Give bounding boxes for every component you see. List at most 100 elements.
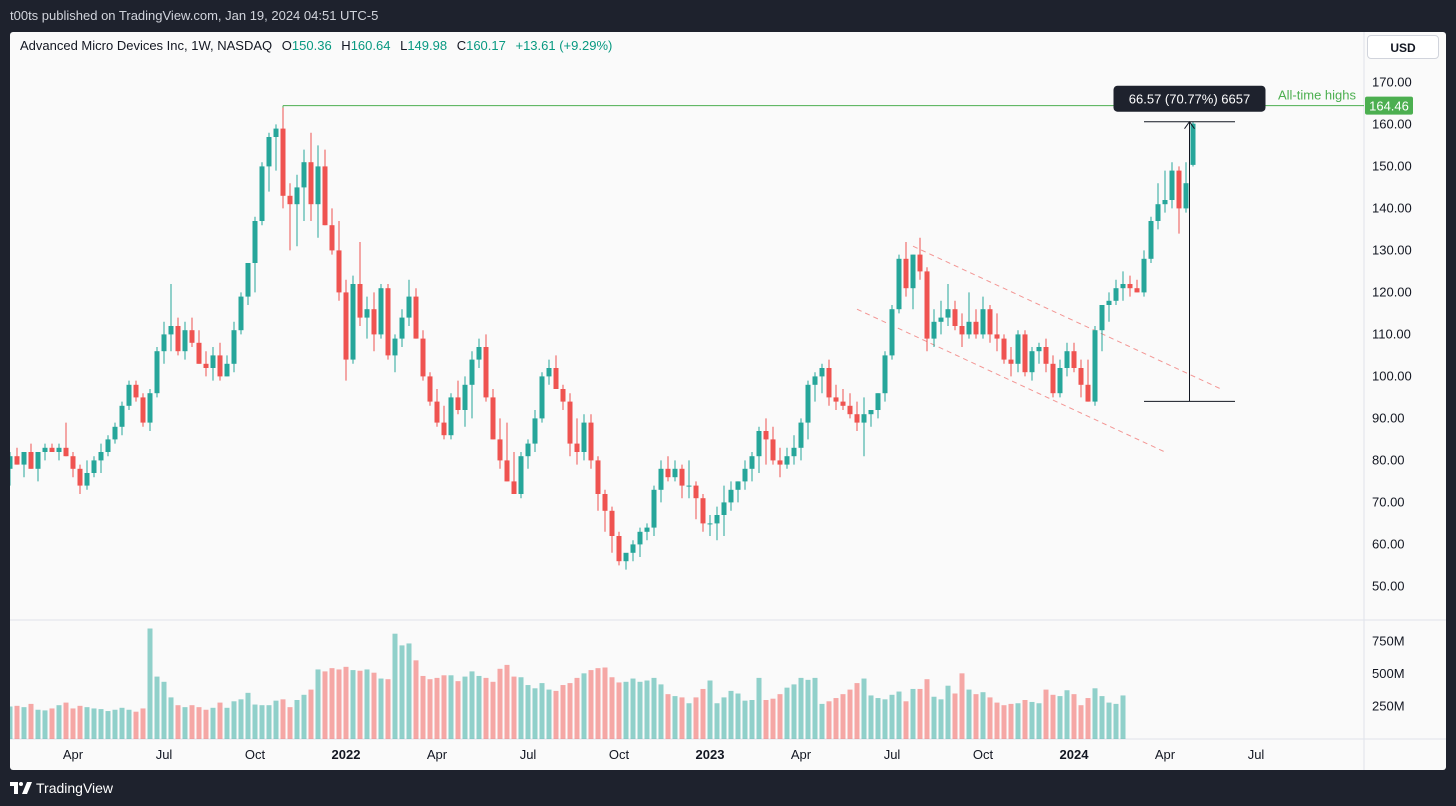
candle-body	[42, 447, 48, 452]
candle-body	[686, 485, 692, 487]
candle-body	[84, 473, 90, 486]
price-chart[interactable]: All-time highs 164.46 66.57 (70.77%) 6657…	[10, 32, 1446, 770]
price-tick-label: 120.00	[1372, 284, 1412, 299]
volume-bar	[686, 703, 692, 739]
candle-body	[413, 296, 419, 339]
candle-body	[532, 418, 538, 444]
price-tick-label: 50.00	[1372, 578, 1405, 593]
candle-body	[91, 460, 97, 473]
close-label: C	[456, 38, 467, 53]
volume-bar	[301, 694, 307, 739]
volume-bar	[1064, 690, 1070, 739]
price-tick-label: 70.00	[1372, 494, 1405, 509]
volume-bar	[77, 705, 83, 739]
volume-bar	[819, 703, 825, 739]
volume-bar	[777, 694, 783, 739]
volume-bar	[861, 678, 867, 739]
volume-bar	[273, 700, 279, 739]
volume-bar	[336, 669, 342, 739]
candle-body	[1127, 284, 1133, 289]
candle-body	[847, 405, 853, 415]
time-tick-label: Oct	[973, 747, 994, 762]
volume-bar	[623, 681, 629, 739]
volume-bar	[882, 699, 888, 739]
candle-body	[581, 422, 587, 452]
candle-body	[553, 368, 559, 389]
volume-bar	[798, 677, 804, 739]
ath-price-value: 164.46	[1369, 99, 1409, 114]
candle-body	[1162, 200, 1168, 205]
volume-bar	[105, 711, 111, 739]
symbol-name[interactable]: Advanced Micro Devices Inc, 1W, NASDAQ	[20, 38, 273, 53]
candle-body	[294, 187, 300, 205]
volume-bar	[826, 701, 832, 739]
volume-bar	[315, 669, 321, 739]
currency-button[interactable]: USD	[1367, 35, 1439, 59]
volume-bar	[1120, 695, 1126, 739]
time-tick-label: 2023	[696, 747, 725, 762]
candle-body	[805, 384, 811, 423]
volume-bar	[441, 675, 447, 739]
volume-bar	[539, 683, 545, 739]
volume-bar	[434, 677, 440, 739]
channel-lower-line	[856, 308, 1166, 453]
volume-bar	[196, 707, 202, 739]
candle-body	[938, 317, 944, 322]
candle-body	[266, 137, 272, 167]
volume-bar	[1071, 694, 1077, 739]
candle-body	[777, 460, 783, 465]
volume-bar	[210, 707, 216, 739]
volume-bar	[287, 707, 293, 739]
candle-body	[952, 309, 958, 326]
candle-body	[336, 250, 342, 293]
volume-bar	[35, 709, 41, 739]
candle-body	[98, 452, 104, 461]
volume-bar	[252, 704, 258, 739]
candle-body	[924, 271, 930, 339]
volume-bar	[1001, 705, 1007, 739]
time-tick-label: Oct	[245, 747, 266, 762]
volume-bar	[721, 697, 727, 739]
volume-bar	[651, 677, 657, 739]
volume-bar	[217, 702, 223, 739]
candle-body	[819, 368, 825, 377]
candle-body	[168, 326, 174, 335]
time-tick-label: Apr	[791, 747, 812, 762]
candle-body	[1022, 334, 1028, 373]
channel-upper-line	[912, 245, 1222, 390]
candle-body	[196, 342, 202, 364]
candle-body	[1092, 330, 1098, 402]
volume-bar	[896, 691, 902, 739]
candle-body	[497, 439, 503, 461]
brand-name[interactable]: TradingView	[36, 780, 114, 796]
candle-body	[707, 523, 713, 525]
candle-body	[602, 494, 608, 511]
candle-body	[329, 225, 335, 251]
chart-frame[interactable]: All-time highs 164.46 66.57 (70.77%) 6657…	[10, 32, 1446, 770]
volume-bar	[903, 701, 909, 739]
volume-bar	[280, 699, 286, 739]
candle-body	[1183, 183, 1189, 209]
volume-bar	[938, 699, 944, 739]
candle-body	[1050, 363, 1056, 394]
descending-channel	[856, 245, 1222, 453]
candle-body	[504, 460, 510, 482]
volume-bar	[84, 707, 90, 739]
candle-body	[1015, 334, 1021, 364]
candle-body	[392, 338, 398, 356]
volume-bar	[189, 705, 195, 739]
volume-bar	[518, 677, 524, 739]
candle-body	[539, 376, 545, 419]
candle-body	[798, 422, 804, 448]
candle-body	[1057, 368, 1063, 394]
volume-bar	[56, 705, 62, 739]
candle-body	[833, 397, 839, 402]
time-tick-label: Apr	[63, 747, 84, 762]
volume-bar	[707, 680, 713, 739]
candle-body	[63, 447, 69, 457]
volume-bar	[644, 680, 650, 739]
tradingview-logo-icon[interactable]	[10, 780, 32, 796]
ath-label: All-time highs	[1278, 88, 1357, 103]
volume-bar	[749, 700, 755, 739]
volume-bar	[70, 708, 76, 739]
